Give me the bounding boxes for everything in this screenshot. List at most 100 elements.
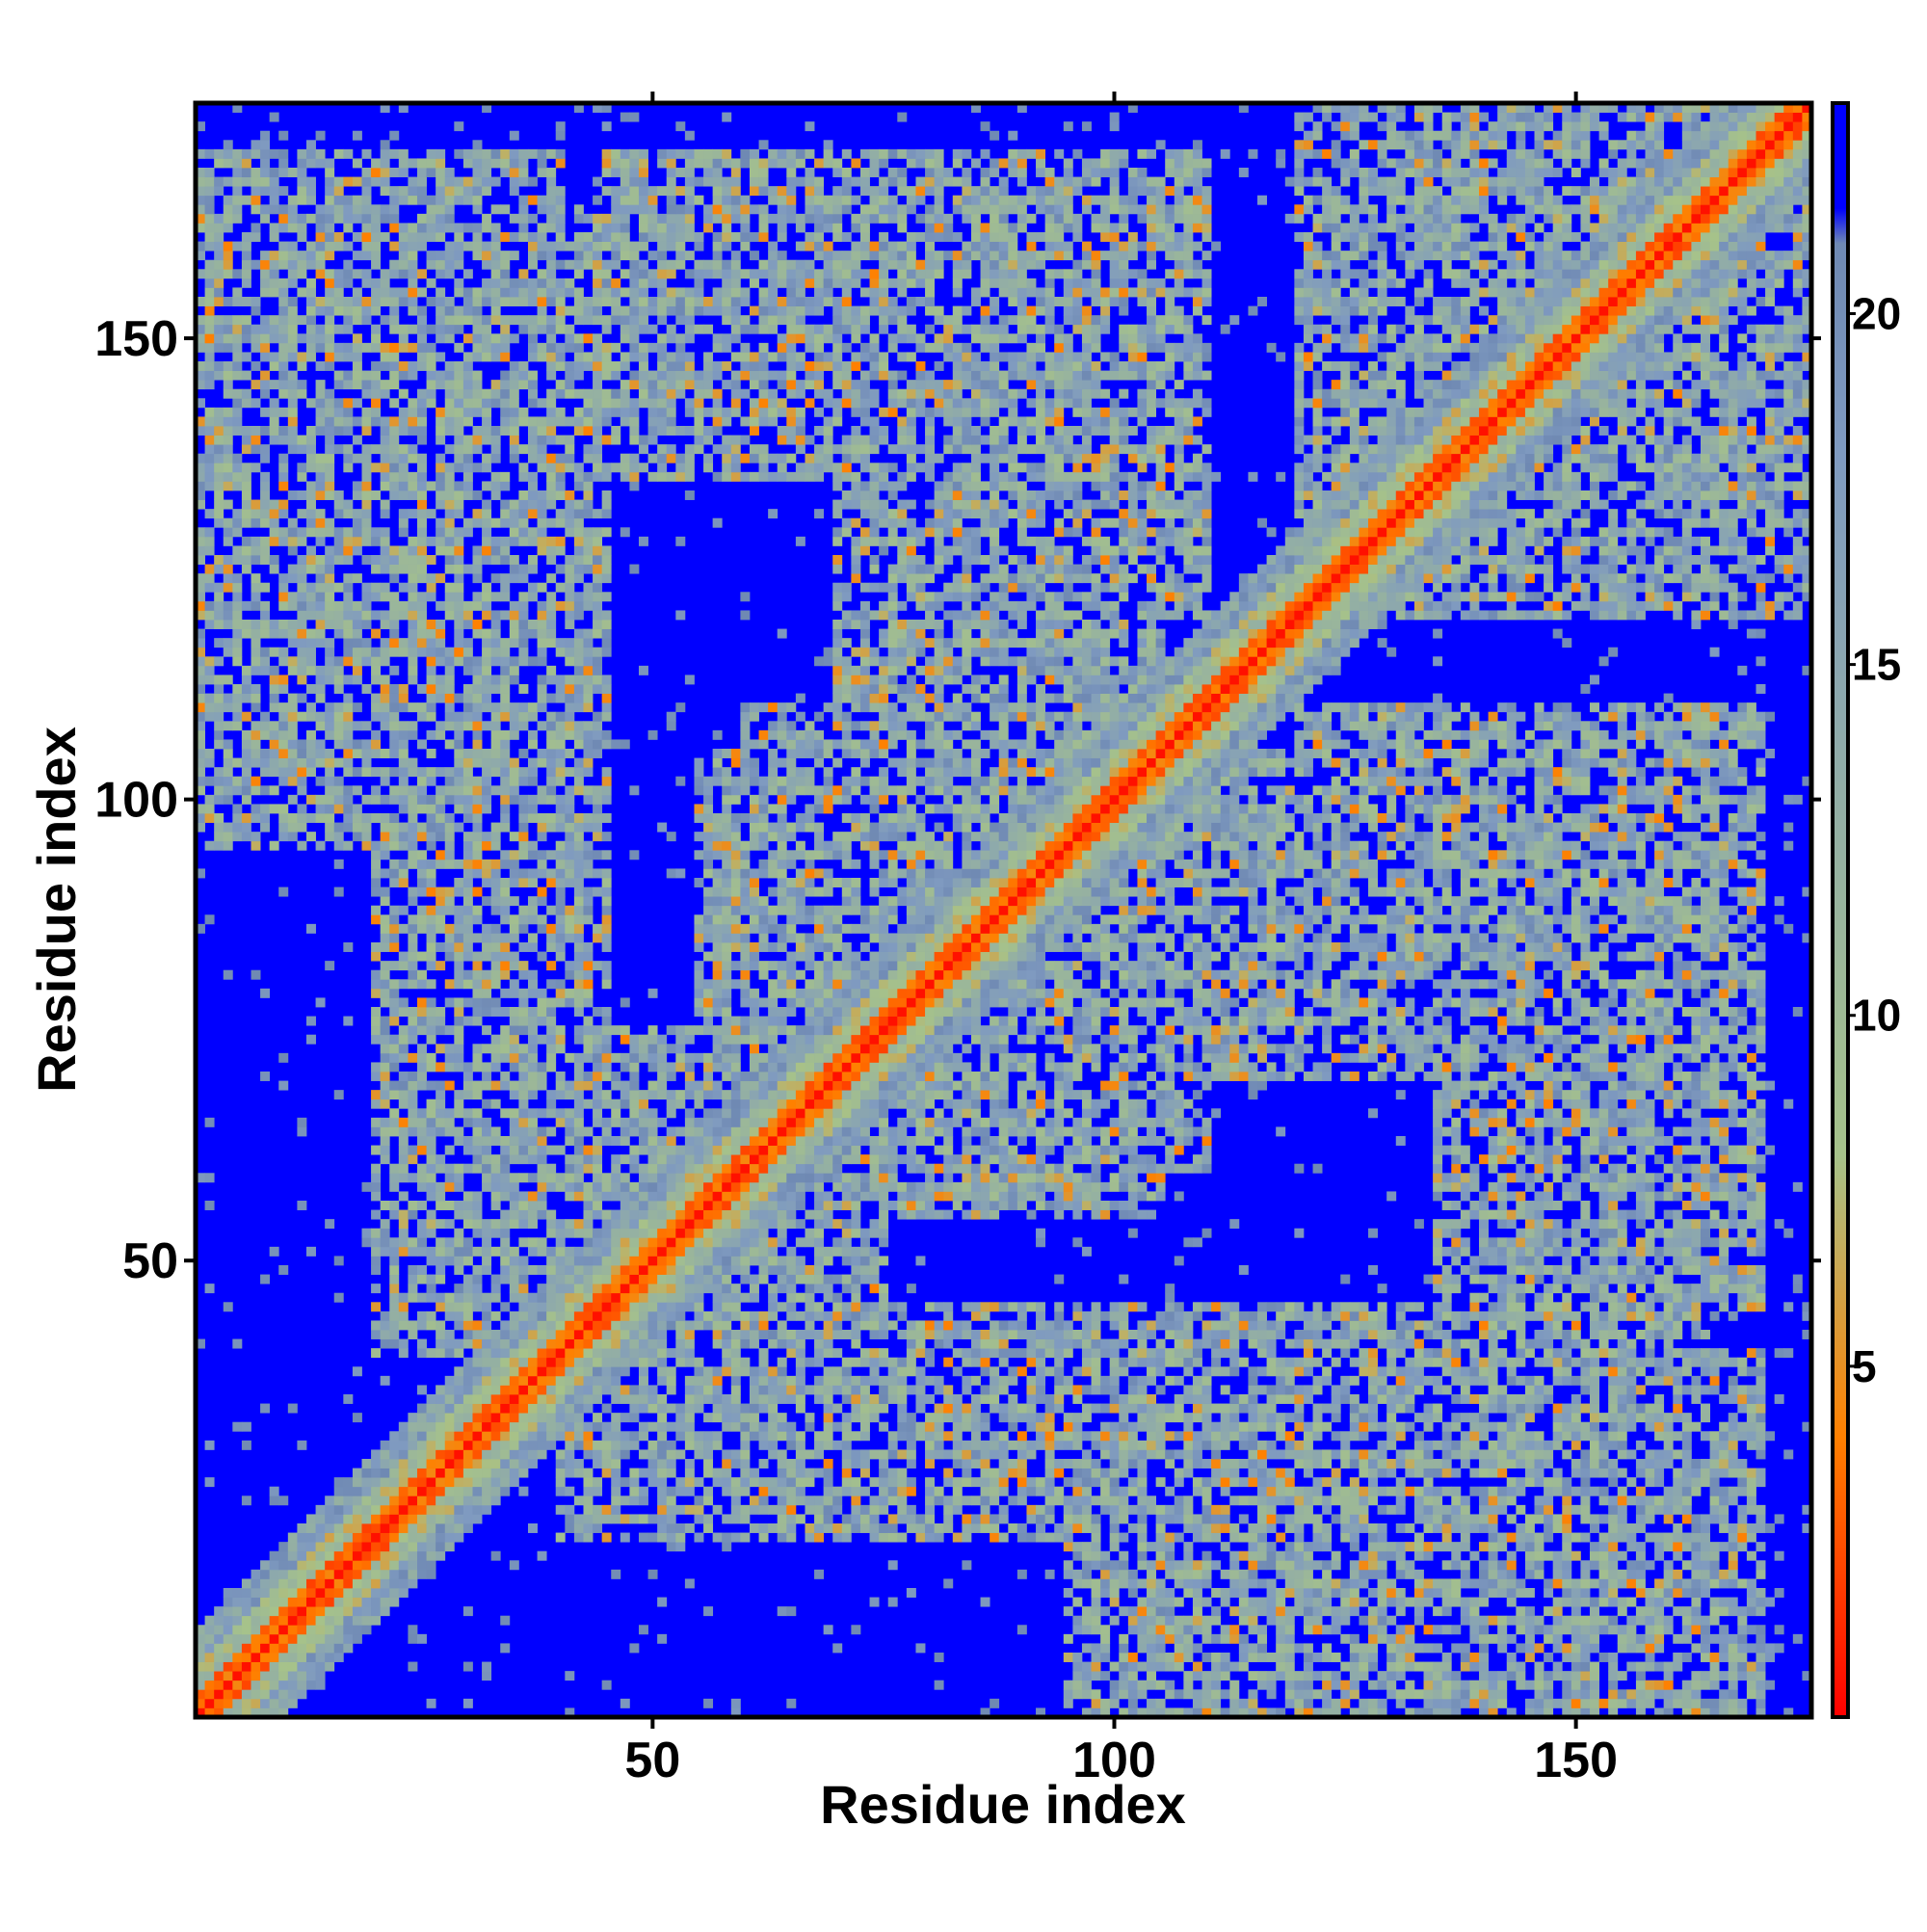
- heatmap-cell: [768, 1431, 778, 1441]
- heatmap-cell: [389, 1330, 399, 1339]
- heatmap-cell: [1045, 1173, 1055, 1182]
- heatmap-cell: [897, 1330, 907, 1339]
- heatmap-cell: [518, 841, 528, 851]
- heatmap-cell: [879, 1007, 888, 1017]
- heatmap-cell: [703, 1146, 713, 1155]
- heatmap-cell: [500, 1053, 510, 1063]
- heatmap-cell: [860, 1376, 870, 1386]
- heatmap-cell: [740, 1164, 750, 1174]
- heatmap-cell: [620, 1348, 630, 1358]
- heatmap-cell: [546, 1358, 556, 1367]
- heatmap-cell: [786, 1164, 796, 1174]
- heatmap-cell: [556, 823, 566, 833]
- heatmap-cell: [574, 1154, 584, 1164]
- heatmap-cell: [389, 860, 399, 869]
- heatmap-cell: [1026, 1108, 1036, 1118]
- heatmap-cell: [482, 1099, 491, 1109]
- heatmap-cell: [583, 1477, 593, 1487]
- heatmap-cell: [1064, 1339, 1073, 1349]
- heatmap-cell: [593, 1376, 602, 1386]
- heatmap-cell: [962, 1413, 971, 1422]
- heatmap-cell: [1026, 841, 1036, 851]
- heatmap-cell: [436, 1191, 445, 1201]
- heatmap-cell: [879, 832, 888, 841]
- heatmap-cell: [925, 933, 935, 942]
- heatmap-cell: [288, 1606, 298, 1616]
- heatmap-cell: [491, 1441, 501, 1450]
- heatmap-cell: [897, 1431, 907, 1441]
- heatmap-cell: [427, 1025, 436, 1035]
- heatmap-cell: [805, 1358, 814, 1367]
- heatmap-cell: [381, 1237, 390, 1247]
- heatmap-cell: [297, 823, 306, 833]
- heatmap-cell: [1036, 1182, 1045, 1192]
- heatmap-cell: [1072, 933, 1082, 942]
- heatmap-cell: [1017, 1487, 1027, 1496]
- heatmap-cell: [381, 1330, 390, 1339]
- heatmap-cell: [685, 1126, 695, 1136]
- heatmap-cell: [472, 1505, 482, 1515]
- heatmap-cell: [518, 970, 528, 980]
- heatmap-cell: [417, 1422, 427, 1432]
- heatmap-cell: [990, 997, 999, 1007]
- heatmap-cell: [482, 1431, 491, 1441]
- heatmap-cell: [907, 1422, 916, 1432]
- heatmap-cell: [371, 1505, 381, 1515]
- heatmap-cell: [417, 1339, 427, 1349]
- heatmap-cell: [832, 1081, 842, 1091]
- heatmap-cell: [1054, 860, 1064, 869]
- heatmap-cell: [427, 1487, 436, 1496]
- heatmap-cell: [731, 887, 741, 897]
- heatmap-cell: [565, 1394, 574, 1404]
- heatmap-cell: [361, 1625, 371, 1634]
- heatmap-cell: [824, 1191, 833, 1201]
- heatmap-cell: [436, 1118, 445, 1127]
- heatmap-cell: [842, 1533, 852, 1543]
- heatmap-cell: [463, 878, 473, 887]
- heatmap-cell: [518, 1358, 528, 1367]
- heatmap-cell: [242, 1681, 251, 1690]
- heatmap-cell: [214, 1699, 224, 1708]
- heatmap-cell: [602, 1035, 612, 1045]
- heatmap-cell: [260, 1643, 270, 1653]
- heatmap-cell: [602, 1385, 612, 1394]
- heatmap-cell: [546, 1293, 556, 1303]
- heatmap-cell: [713, 970, 723, 980]
- heatmap-cell: [759, 1164, 769, 1174]
- heatmap-cell: [750, 1210, 759, 1220]
- heatmap-cell: [824, 961, 833, 970]
- heatmap-cell: [824, 1219, 833, 1229]
- heatmap-cell: [814, 989, 824, 998]
- heatmap-cell: [675, 1330, 685, 1339]
- heatmap-cell: [620, 1210, 630, 1220]
- heatmap-cell: [888, 896, 898, 906]
- heatmap-cell: [897, 1311, 907, 1321]
- heatmap-cell: [1017, 1302, 1027, 1311]
- heatmap-cell: [870, 1413, 880, 1422]
- heatmap-cell: [408, 914, 417, 924]
- heatmap-cell: [915, 1099, 925, 1109]
- heatmap-cell: [565, 1505, 574, 1515]
- heatmap-cell: [1082, 952, 1092, 962]
- heatmap-cell: [445, 823, 455, 833]
- heatmap-cell: [657, 1358, 667, 1367]
- heatmap-cell: [482, 1311, 491, 1321]
- heatmap-cell: [454, 1237, 463, 1247]
- heatmap-cell: [500, 1404, 510, 1414]
- heatmap-cell: [1072, 860, 1082, 869]
- heatmap-cell: [667, 1514, 676, 1523]
- heatmap-cell: [778, 1366, 787, 1376]
- heatmap-cell: [971, 1210, 981, 1220]
- heatmap-cell: [472, 1164, 482, 1174]
- heatmap-cell: [325, 1598, 334, 1607]
- heatmap-cell: [925, 1136, 935, 1146]
- heatmap-cell: [1026, 1053, 1036, 1063]
- heatmap-cell: [805, 1311, 814, 1321]
- heatmap-cell: [538, 868, 547, 878]
- heatmap-cell: [851, 860, 860, 869]
- heatmap-cell: [556, 1376, 566, 1386]
- heatmap-cell: [962, 1320, 971, 1330]
- heatmap-cell: [556, 1090, 566, 1099]
- heatmap-cell: [1064, 1385, 1073, 1394]
- heatmap-cell: [796, 887, 805, 897]
